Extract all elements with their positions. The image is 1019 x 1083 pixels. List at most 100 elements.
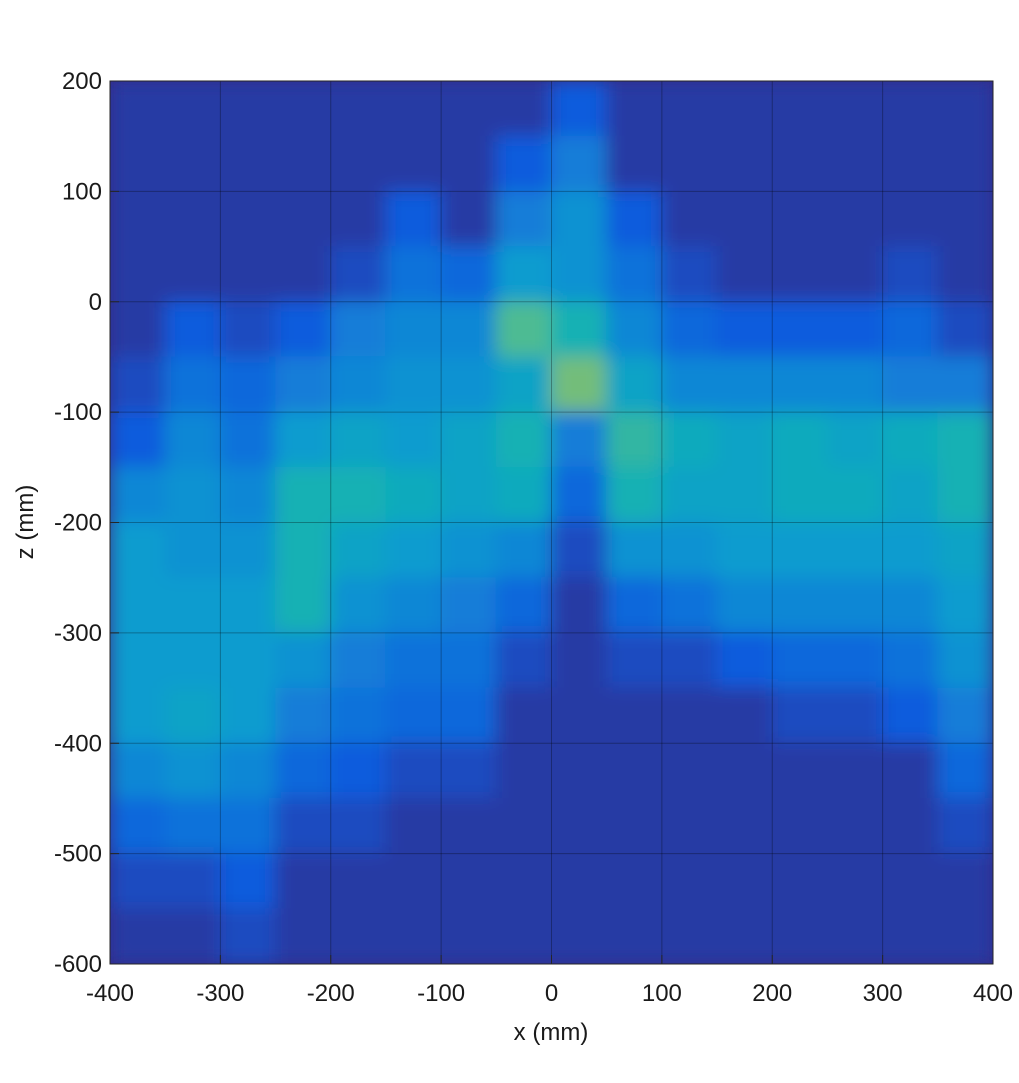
heat-cell <box>937 908 993 964</box>
heat-cell <box>440 577 497 634</box>
heat-cell <box>330 522 387 579</box>
heat-cell <box>661 742 718 799</box>
y-tick-label: 0 <box>89 289 102 316</box>
heat-cell <box>661 853 718 910</box>
heat-cell <box>219 522 277 579</box>
heat-cell <box>495 466 552 523</box>
heat-cell <box>606 81 663 137</box>
heat-cell <box>219 797 277 855</box>
heat-cell <box>826 411 884 468</box>
heat-cell <box>771 411 828 468</box>
y-tick-label: 100 <box>62 178 102 205</box>
heat-cell <box>440 687 497 744</box>
heat-cell <box>219 301 277 358</box>
heat-cell <box>606 356 663 413</box>
heat-cell <box>716 301 773 358</box>
heat-cell <box>826 466 884 523</box>
heat-cell <box>661 522 718 579</box>
heat-cell <box>826 577 884 634</box>
heat-cell <box>826 632 884 689</box>
heat-cell <box>716 853 773 910</box>
heat-cell <box>882 522 939 579</box>
heat-cell <box>771 853 828 910</box>
heat-cell <box>164 190 221 248</box>
heat-cell <box>661 577 718 634</box>
heat-cell <box>661 135 718 192</box>
heat-cell <box>826 853 884 910</box>
heat-cell <box>882 577 939 634</box>
heat-cell <box>440 742 497 799</box>
heat-cell <box>164 356 221 413</box>
y-tick-label: -600 <box>54 951 102 978</box>
heat-cell <box>495 522 552 579</box>
heat-cell <box>110 81 166 137</box>
heat-cell <box>551 742 608 799</box>
heat-cell <box>495 246 552 303</box>
heat-cell <box>385 687 442 744</box>
heat-cell <box>882 687 939 744</box>
heat-cell <box>219 411 277 468</box>
heat-cell <box>551 466 608 523</box>
heat-cell <box>882 797 939 855</box>
heat-cell <box>330 853 387 910</box>
heat-cell <box>937 466 993 523</box>
heat-cell <box>164 687 221 744</box>
heat-cell <box>771 466 828 523</box>
heat-cell <box>771 301 828 358</box>
heat-cell <box>275 687 332 744</box>
heat-cell <box>826 522 884 579</box>
heat-cell <box>110 411 166 468</box>
heat-cell <box>275 81 332 137</box>
heat-cell <box>937 246 993 303</box>
heat-cell <box>110 356 166 413</box>
heat-cell <box>110 190 166 248</box>
heat-cell <box>937 411 993 468</box>
heat-cell <box>385 632 442 689</box>
heat-cell <box>495 908 552 964</box>
heat-cell <box>385 81 442 137</box>
heat-cell <box>716 687 773 744</box>
heat-cell <box>110 853 166 910</box>
heat-cell <box>882 246 939 303</box>
heat-cell <box>771 577 828 634</box>
heat-cell <box>771 908 828 964</box>
heat-cell <box>882 135 939 192</box>
heat-cell <box>330 190 387 248</box>
heat-cell <box>164 632 221 689</box>
heat-cell <box>937 522 993 579</box>
heat-cell <box>164 466 221 523</box>
heat-cell <box>937 853 993 910</box>
heat-cell <box>606 135 663 192</box>
heat-cell <box>330 466 387 523</box>
heat-cell <box>551 687 608 744</box>
heat-cell <box>440 81 497 137</box>
heat-cell <box>495 135 552 192</box>
heat-cell <box>495 81 552 137</box>
heat-cell <box>551 411 608 468</box>
heat-cell <box>440 908 497 964</box>
x-tick-label: -300 <box>196 980 244 1007</box>
heat-cell <box>771 742 828 799</box>
heat-cell <box>826 246 884 303</box>
heat-cell <box>330 687 387 744</box>
heat-cell <box>771 246 828 303</box>
heat-cell <box>219 246 277 303</box>
heat-cell <box>826 908 884 964</box>
heat-cell <box>110 742 166 799</box>
heat-cell <box>551 797 608 855</box>
y-tick-label: 200 <box>62 68 102 95</box>
heat-cell <box>882 908 939 964</box>
x-tick-label: 400 <box>973 980 1013 1007</box>
y-tick-label: -200 <box>54 510 102 537</box>
heat-cell <box>440 356 497 413</box>
heat-cell <box>937 190 993 248</box>
heat-cell <box>606 522 663 579</box>
heat-cell <box>882 190 939 248</box>
heat-cell <box>771 632 828 689</box>
heat-cell <box>110 522 166 579</box>
heat-cell <box>275 797 332 855</box>
heat-cell <box>826 135 884 192</box>
heat-cell <box>716 632 773 689</box>
heat-cell <box>164 411 221 468</box>
